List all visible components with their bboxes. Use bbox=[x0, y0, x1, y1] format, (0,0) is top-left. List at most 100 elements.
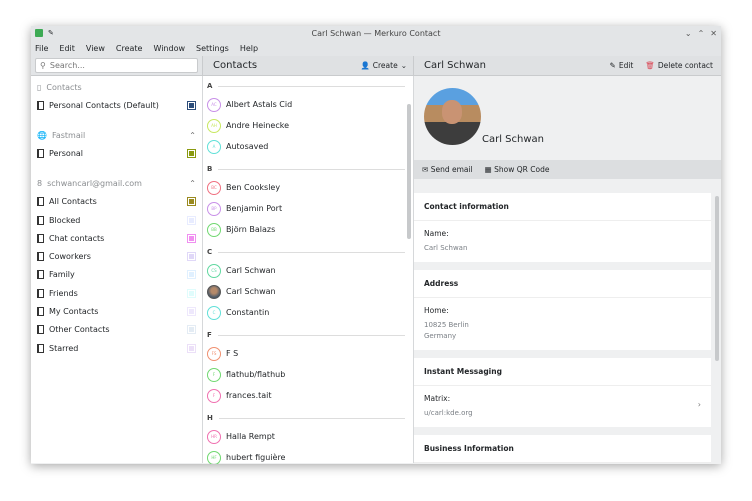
show-qr-button[interactable]: ▦ Show QR Code bbox=[485, 165, 550, 174]
sidebar-item[interactable]: All Contacts bbox=[31, 193, 202, 211]
address-book-icon bbox=[37, 288, 44, 298]
contact-name: Carl Schwan bbox=[482, 134, 545, 145]
sidebar-item[interactable]: Other Contacts bbox=[31, 321, 202, 339]
sidebar-item[interactable]: Friends bbox=[31, 284, 202, 302]
letter-section: F bbox=[203, 327, 413, 343]
address-book-icon bbox=[37, 270, 44, 280]
menu-edit[interactable]: Edit bbox=[59, 43, 75, 53]
sidebar-item-label: All Contacts bbox=[49, 197, 97, 207]
color-swatch[interactable] bbox=[187, 233, 196, 243]
contact-name: Autosaved bbox=[226, 142, 269, 151]
sidebar-item-label: Starred bbox=[49, 343, 79, 353]
chevron-up-icon[interactable]: ⌃ bbox=[189, 130, 196, 140]
sidebar-item[interactable]: My Contacts bbox=[31, 302, 202, 320]
info-card: Instant Messaging Matrix: u/carl:kde.org › bbox=[414, 358, 711, 427]
trash-icon: 🗑 bbox=[645, 61, 655, 70]
chevron-up-icon[interactable]: ⌃ bbox=[189, 179, 196, 189]
sidebar-item[interactable]: Chat contacts bbox=[31, 229, 202, 247]
detail-scrollbar[interactable] bbox=[715, 196, 719, 361]
create-button[interactable]: 👤 Create ⌄ bbox=[360, 61, 407, 70]
divider bbox=[218, 85, 405, 87]
list-item[interactable]: BC Ben Cooksley bbox=[203, 177, 413, 198]
send-email-button[interactable]: ✉ Send email bbox=[422, 165, 473, 174]
list-item[interactable]: HF hubert figuière bbox=[203, 447, 413, 464]
sidebar-item[interactable]: Starred bbox=[31, 339, 202, 357]
menu-file[interactable]: File bbox=[35, 43, 49, 53]
sidebar-item[interactable]: Blocked bbox=[31, 211, 202, 229]
avatar: AH bbox=[207, 118, 221, 133]
sidebar-item-label: Friends bbox=[49, 288, 78, 298]
scrollbar[interactable] bbox=[407, 104, 411, 239]
color-swatch[interactable] bbox=[187, 325, 196, 335]
card-title: Address bbox=[414, 270, 711, 298]
list-item[interactable]: BP Benjamin Port bbox=[203, 198, 413, 219]
list-item[interactable]: C Constantin bbox=[203, 302, 413, 323]
menu-bar: File Edit View Create Window Settings Help bbox=[31, 40, 721, 56]
contact-photo bbox=[424, 88, 481, 145]
avatar: HF bbox=[207, 450, 221, 464]
info-field[interactable]: Matrix: u/carl:kde.org › bbox=[414, 386, 711, 427]
letter-section: H bbox=[203, 410, 413, 426]
chevron-right-icon: › bbox=[697, 400, 701, 409]
search-input[interactable] bbox=[49, 61, 190, 70]
menu-create[interactable]: Create bbox=[115, 43, 143, 53]
contact-name: frances.tait bbox=[226, 391, 272, 400]
list-item[interactable]: HR Halla Rempt bbox=[203, 426, 413, 447]
field-label: Home: bbox=[424, 306, 449, 315]
sidebar-item[interactable]: Personal bbox=[31, 144, 202, 162]
create-label: Create bbox=[372, 61, 398, 70]
globe-icon: 🌐 bbox=[37, 130, 47, 140]
field-label: Matrix: bbox=[424, 394, 451, 403]
search-field[interactable]: ⚲ bbox=[35, 58, 198, 73]
close-button[interactable]: ✕ bbox=[710, 28, 717, 38]
delete-label: Delete contact bbox=[657, 61, 713, 70]
sidebar-item[interactable]: Coworkers bbox=[31, 247, 202, 265]
list-item[interactable]: CS Carl Schwan bbox=[203, 260, 413, 281]
minimize-button[interactable]: ⌄ bbox=[684, 28, 692, 38]
menu-view[interactable]: View bbox=[85, 43, 105, 53]
maximize-button[interactable]: ⌃ bbox=[697, 28, 705, 38]
menu-settings[interactable]: Settings bbox=[196, 43, 229, 53]
sidebar-section: 8 schwancarl@gmail.com ⌃ bbox=[31, 175, 202, 193]
sidebar-item[interactable]: Family bbox=[31, 266, 202, 284]
search-icon: ⚲ bbox=[40, 61, 46, 70]
color-swatch[interactable] bbox=[187, 148, 196, 158]
color-swatch[interactable] bbox=[187, 307, 196, 317]
color-swatch[interactable] bbox=[187, 343, 196, 353]
list-item[interactable]: AC Albert Astals Cid bbox=[203, 94, 413, 115]
sidebar-item-label: Other Contacts bbox=[49, 325, 110, 335]
list-item[interactable]: AH Andre Heinecke bbox=[203, 115, 413, 136]
color-swatch[interactable] bbox=[187, 252, 196, 262]
section-title: Fastmail bbox=[51, 130, 86, 140]
edit-button[interactable]: ✎ Edit bbox=[610, 61, 634, 70]
color-swatch[interactable] bbox=[187, 215, 196, 225]
contact-name: Benjamin Port bbox=[226, 204, 283, 213]
contact-name: Ben Cooksley bbox=[226, 183, 281, 192]
pin-icon[interactable]: ✎ bbox=[48, 29, 54, 37]
list-item[interactable]: A Autosaved bbox=[203, 136, 413, 157]
sidebar-item[interactable]: Personal Contacts (Default) bbox=[31, 96, 202, 114]
list-item[interactable]: BB Björn Balazs bbox=[203, 219, 413, 240]
avatar: A bbox=[207, 139, 221, 154]
color-swatch[interactable] bbox=[187, 197, 196, 207]
list-item[interactable]: FS F S bbox=[203, 343, 413, 364]
color-swatch[interactable] bbox=[187, 100, 196, 110]
color-swatch[interactable] bbox=[187, 288, 196, 298]
sidebar-item-label: Coworkers bbox=[49, 252, 91, 262]
sidebar-item-label: Personal Contacts (Default) bbox=[49, 100, 159, 110]
avatar: AC bbox=[207, 97, 221, 112]
show-qr-label: Show QR Code bbox=[494, 165, 550, 174]
menu-help[interactable]: Help bbox=[239, 43, 259, 53]
list-title: Contacts bbox=[213, 60, 258, 71]
color-swatch[interactable] bbox=[187, 270, 196, 280]
menu-window[interactable]: Window bbox=[153, 43, 186, 53]
delete-contact-button[interactable]: 🗑 Delete contact bbox=[645, 61, 713, 70]
list-item[interactable]: Carl Schwan bbox=[203, 281, 413, 302]
divider bbox=[218, 168, 405, 170]
card-title: Contact information bbox=[414, 193, 711, 221]
info-card: Contact information Name: Carl Schwan bbox=[414, 193, 711, 262]
card-title: Business Information bbox=[414, 435, 711, 463]
contact-list: A AC Albert Astals Cid AH Andre Heinecke A Aut… bbox=[202, 76, 413, 464]
